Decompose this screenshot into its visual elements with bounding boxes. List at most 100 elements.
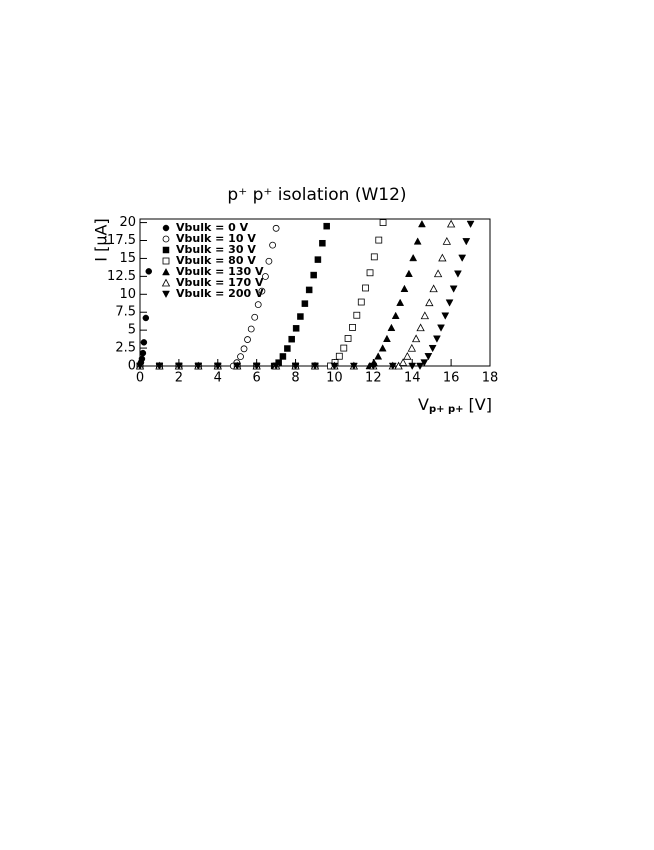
- data-point: [353, 311, 361, 319]
- data-point: [265, 257, 273, 265]
- data-point: [237, 353, 244, 361]
- data-point: [301, 300, 309, 307]
- x-tick-label: 6: [253, 371, 261, 386]
- x-tick-label: 0: [136, 371, 144, 386]
- y-tick-label: 0: [128, 359, 136, 374]
- legend-label: Vbulk = 10 V: [176, 232, 256, 245]
- y-tick-label: 5: [128, 323, 136, 338]
- x-tick-label: 4: [214, 371, 222, 386]
- legend-marker: [162, 267, 170, 276]
- x-tick-label: 12: [365, 371, 382, 386]
- data-point: [310, 271, 317, 279]
- data-point: [291, 362, 300, 371]
- y-tick-label: 10: [119, 287, 136, 302]
- data-point: [378, 344, 387, 352]
- y-tick-label: 2.5: [115, 341, 136, 356]
- legend-marker: [162, 290, 170, 299]
- data-point: [408, 362, 417, 371]
- x-tick-label: 16: [443, 371, 460, 386]
- data-point: [233, 362, 242, 371]
- data-point: [323, 222, 330, 230]
- data-point: [458, 254, 467, 262]
- data-point: [254, 301, 262, 309]
- data-point: [416, 323, 425, 332]
- x-tick-label: 8: [291, 371, 299, 386]
- data-point: [369, 362, 378, 371]
- data-point: [272, 362, 281, 371]
- data-point: [432, 335, 441, 343]
- data-point: [437, 324, 445, 332]
- data-point: [418, 219, 426, 228]
- legend-marker: [162, 246, 170, 254]
- chart-title: p⁺ p⁺ isolation (W12): [227, 185, 406, 205]
- data-point: [272, 224, 280, 232]
- y-tick-label: 12.5: [107, 269, 136, 284]
- data-point: [407, 343, 417, 352]
- legend-label: Vbulk = 30 V: [176, 243, 256, 256]
- x-tick-label: 2: [175, 371, 183, 386]
- data-point: [462, 238, 471, 246]
- data-point: [319, 239, 326, 247]
- data-point: [383, 334, 391, 343]
- data-point: [362, 284, 369, 292]
- data-point: [142, 314, 150, 322]
- data-point: [413, 237, 422, 245]
- data-point: [428, 344, 437, 353]
- data-point: [288, 335, 295, 343]
- data-point: [279, 353, 287, 360]
- data-point: [375, 236, 383, 244]
- legend-marker: [161, 278, 171, 287]
- data-point: [139, 349, 147, 357]
- x-tick-label: 14: [404, 371, 421, 386]
- data-point: [446, 219, 456, 228]
- data-point: [335, 352, 343, 360]
- x-tick-label: 18: [482, 371, 499, 386]
- data-point: [311, 362, 319, 371]
- data-point: [136, 362, 144, 371]
- data-point: [387, 323, 396, 332]
- data-point: [357, 298, 365, 306]
- y-tick-label: 20: [119, 215, 136, 230]
- data-point: [420, 311, 430, 320]
- y-tick-label: 17.5: [107, 233, 136, 248]
- data-point: [305, 286, 313, 294]
- data-point: [244, 336, 251, 343]
- legend-label: Vbulk = 80 V: [176, 254, 256, 267]
- data-point: [396, 298, 405, 306]
- legend-marker: [162, 257, 170, 265]
- data-point: [292, 325, 300, 332]
- data-point: [297, 313, 304, 320]
- data-point: [349, 324, 356, 331]
- data-point: [314, 256, 322, 263]
- data-point: [138, 355, 146, 363]
- data-point: [252, 362, 261, 371]
- data-point: [388, 362, 397, 371]
- y-tick-label: 7.5: [115, 305, 136, 320]
- data-point: [445, 299, 454, 307]
- data-point: [429, 284, 438, 293]
- data-point: [404, 269, 413, 277]
- x-label-unit: [V]: [469, 395, 492, 414]
- data-point: [340, 344, 348, 352]
- data-point: [453, 270, 462, 278]
- data-point: [262, 273, 269, 280]
- legend-label: Vbulk = 200 V: [176, 287, 264, 300]
- data-point: [449, 285, 458, 293]
- data-point: [330, 362, 339, 371]
- data-point: [247, 325, 255, 333]
- data-point: [240, 345, 248, 353]
- data-point: [398, 358, 408, 366]
- data-point: [416, 362, 424, 371]
- legend-label: Vbulk = 0 V: [176, 221, 249, 234]
- data-point: [140, 339, 148, 346]
- data-point: [258, 287, 266, 295]
- data-point: [155, 362, 164, 371]
- data-point: [409, 253, 418, 262]
- data-point: [251, 313, 259, 321]
- data-point: [269, 241, 277, 249]
- data-point: [438, 253, 447, 262]
- data-point: [349, 362, 358, 371]
- data-point: [370, 253, 378, 261]
- data-point: [284, 345, 291, 352]
